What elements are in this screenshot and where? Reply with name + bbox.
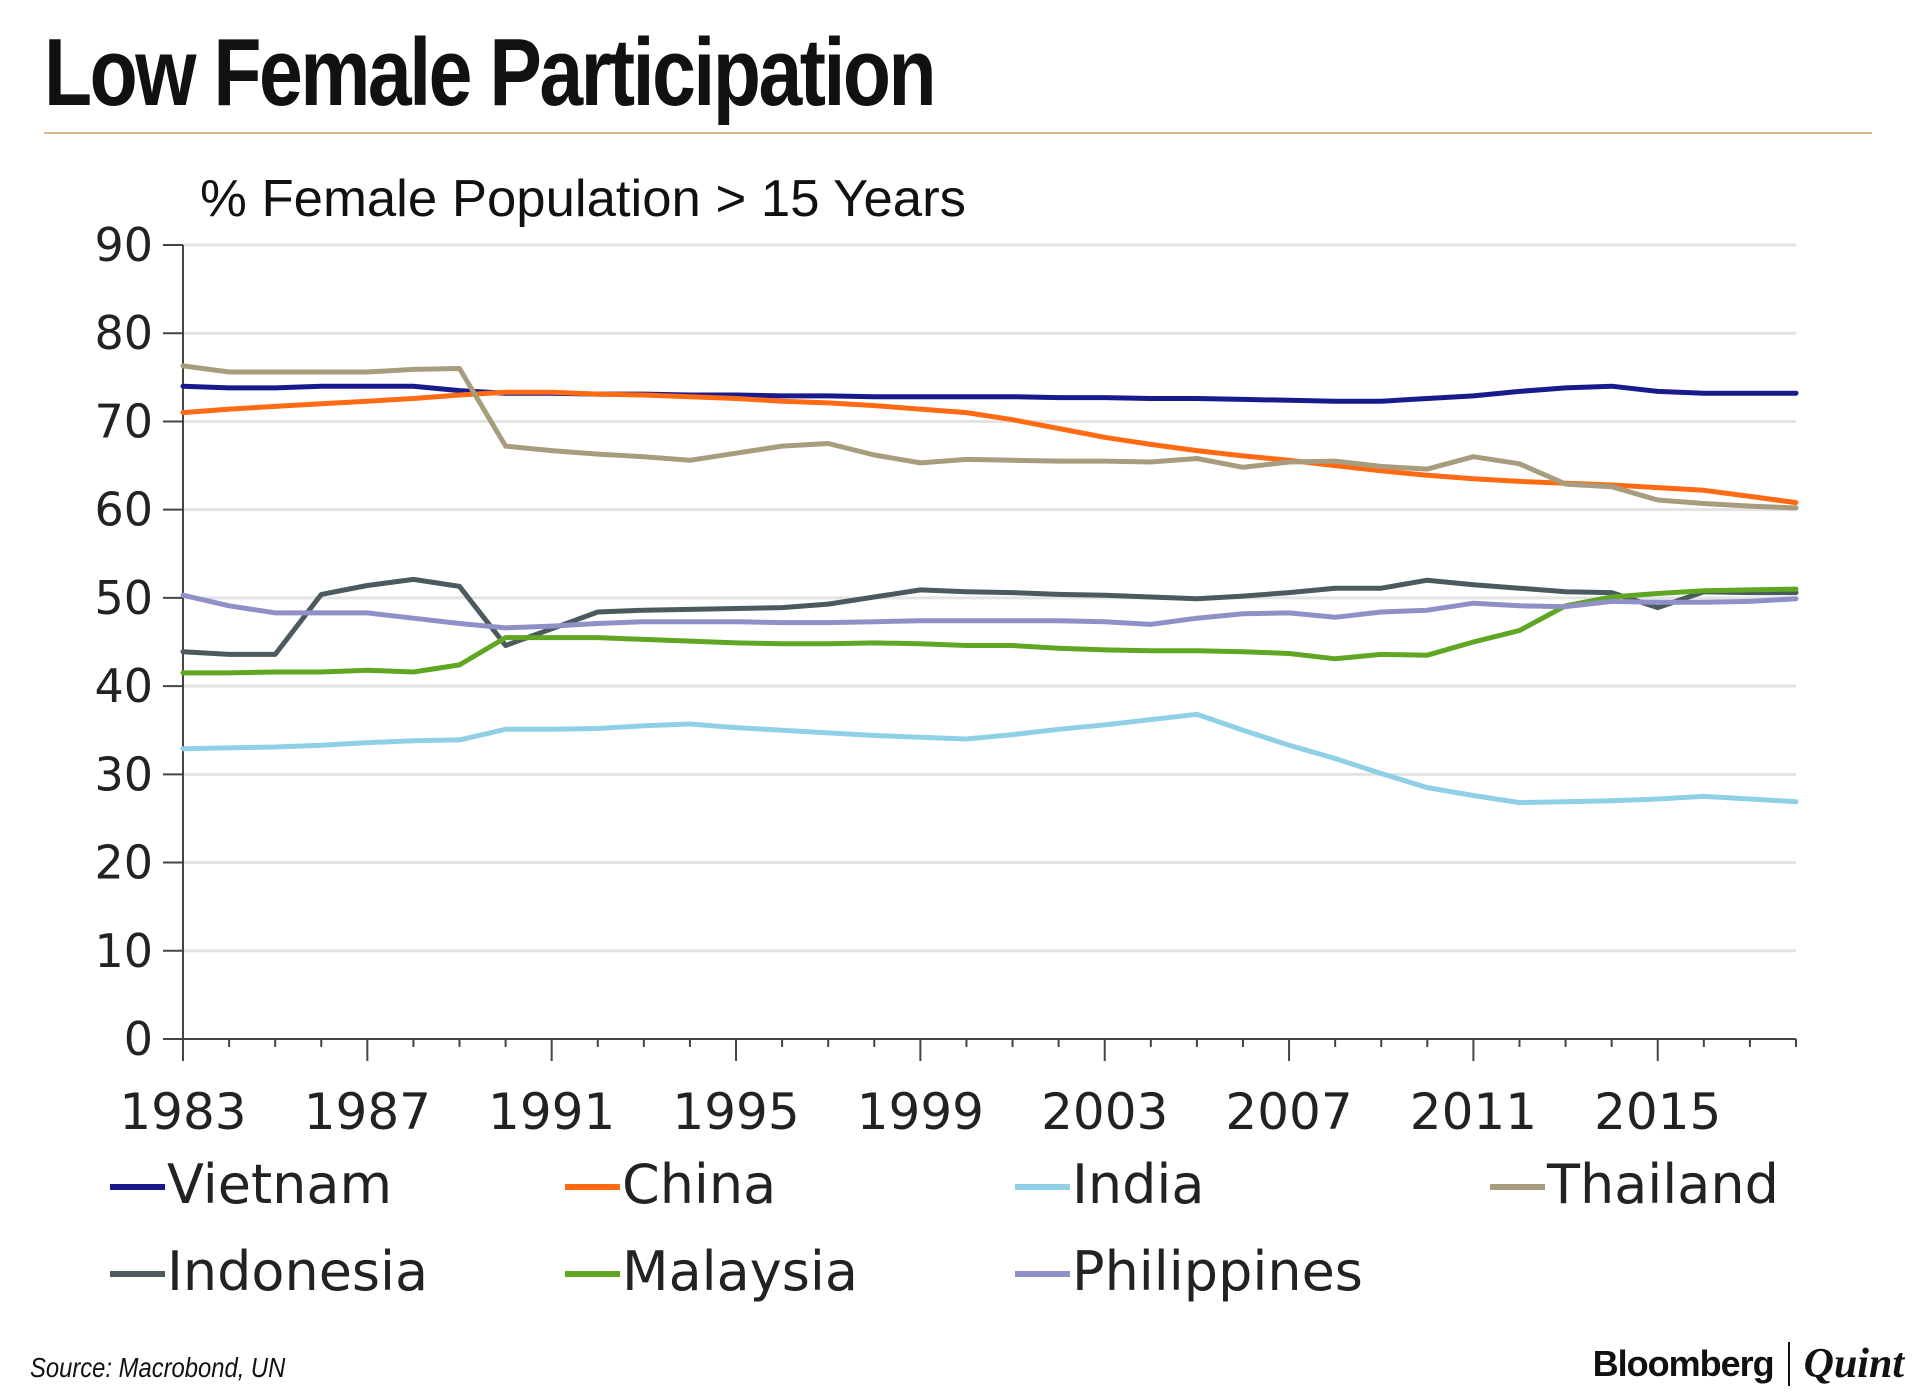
y-tick-label: 50	[94, 571, 153, 625]
series-line-china	[180, 389, 1799, 506]
x-tick-label: 1987	[304, 1083, 431, 1141]
y-tick-label: 0	[124, 1012, 153, 1066]
x-tick-label: 2011	[1410, 1083, 1537, 1141]
y-tick-label: 30	[94, 747, 153, 801]
line-chart: % Female Population > 15 Years 0 10 20 30 40…	[94, 170, 1799, 1303]
legend-label-india: India	[1072, 1153, 1205, 1216]
series-line-indonesia	[180, 576, 1799, 657]
source-note: Source: Macrobond, UN	[30, 1352, 286, 1383]
legend-label-vietnam: Vietnam	[167, 1153, 392, 1216]
chart-subtitle: % Female Population > 15 Years	[200, 170, 966, 228]
y-tick-label: 40	[94, 659, 153, 713]
brand-secondary: Quint	[1803, 1341, 1904, 1387]
brand-logo: Bloomberg Quint	[1593, 1340, 1904, 1388]
series-line-vietnam	[180, 383, 1799, 404]
y-tick-label: 20	[94, 836, 153, 890]
y-tick-label: 60	[94, 483, 153, 537]
legend-label-thailand: Thailand	[1546, 1153, 1779, 1216]
x-tick-label: 1991	[488, 1083, 615, 1141]
legend-label-malaysia: Malaysia	[622, 1240, 858, 1303]
legend-label-china: China	[622, 1153, 776, 1216]
brand-separator	[1787, 1342, 1790, 1386]
x-tick-label: 1999	[857, 1083, 984, 1141]
series-line-india	[180, 711, 1799, 806]
x-tick-label: 1983	[119, 1083, 246, 1141]
y-tick-label: 80	[94, 306, 153, 360]
title-divider	[44, 132, 1872, 134]
y-tick-label: 70	[94, 394, 153, 448]
legend-label-philippines: Philippines	[1072, 1240, 1363, 1303]
chart-title: Low Female Participation	[44, 19, 937, 126]
legend-label-indonesia: Indonesia	[167, 1240, 428, 1303]
x-tick-label: 1995	[672, 1083, 799, 1141]
series-line-malaysia	[180, 586, 1799, 676]
series-line-philippines	[180, 592, 1799, 631]
x-tick-label: 2007	[1225, 1083, 1352, 1141]
brand-primary: Bloomberg	[1592, 1343, 1775, 1384]
y-tick-label: 10	[94, 924, 153, 978]
x-tick-label: 2003	[1041, 1083, 1168, 1141]
y-tick-label: 90	[94, 218, 153, 272]
x-tick-label: 2015	[1594, 1083, 1721, 1141]
series-line-thailand	[180, 363, 1799, 511]
